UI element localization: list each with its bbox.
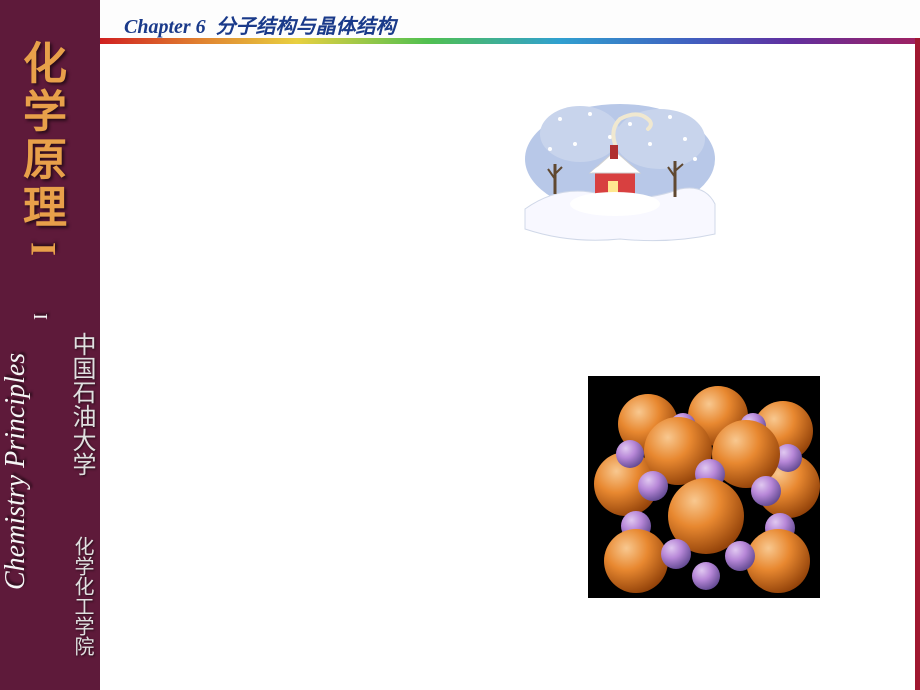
chapter-title: Chapter 6 分子结构与晶体结构 bbox=[124, 10, 396, 39]
university-name: 中国石油大学 bbox=[64, 332, 99, 476]
chapter-label-en: Chapter 6 bbox=[124, 16, 206, 38]
department-name: 化学化工学院 bbox=[68, 536, 97, 656]
course-title-en-roman: I bbox=[30, 313, 53, 320]
chapter-title-cn: 分子结构与晶体结构 bbox=[216, 16, 396, 38]
course-title-cn: 化学原理 bbox=[8, 40, 72, 232]
right-edge-accent bbox=[915, 38, 920, 690]
crystal-structure-figure bbox=[588, 376, 820, 598]
course-title-en: Chemistry Principles bbox=[0, 353, 32, 590]
sidebar: 化学原理 I Chemistry Principles I 中国石油大学 化学化… bbox=[0, 0, 100, 690]
crystal-structure-svg bbox=[588, 376, 820, 598]
content-area bbox=[100, 44, 915, 690]
header: Chapter 6 分子结构与晶体结构 bbox=[100, 0, 920, 40]
winter-scene-svg bbox=[520, 89, 720, 249]
winter-scene-illustration bbox=[520, 89, 720, 249]
course-title-roman: I bbox=[22, 242, 64, 256]
